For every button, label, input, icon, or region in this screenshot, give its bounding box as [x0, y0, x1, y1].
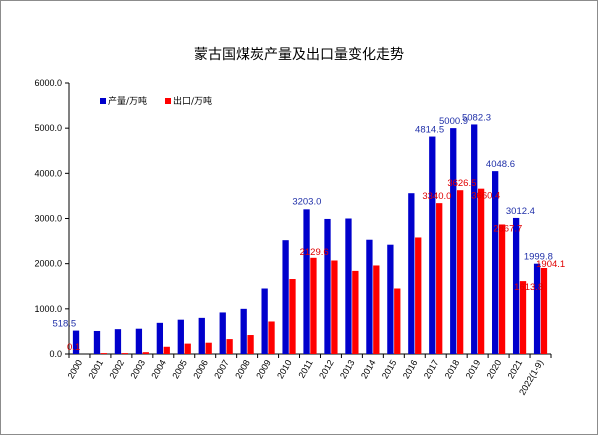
bar-export: [352, 270, 359, 354]
bar-production: [450, 128, 457, 354]
data-label-production: 5082.3: [462, 112, 491, 123]
bar-export: [121, 353, 128, 354]
bar-production: [303, 209, 310, 354]
bar-export: [477, 188, 485, 354]
y-tick-label: 6000.0: [34, 78, 62, 88]
bar-production: [512, 217, 520, 354]
data-label-export: 3626.5: [447, 178, 476, 189]
data-label-export: 0.1: [67, 342, 80, 353]
data-label-production: 4048.6: [486, 159, 515, 170]
bar-export: [373, 265, 380, 354]
bar-export: [226, 339, 233, 354]
bar-production: [219, 312, 226, 354]
bar-export: [540, 267, 548, 354]
bar-export: [310, 257, 317, 354]
y-tick-label: 2000.0: [34, 259, 62, 269]
bar-export: [415, 237, 422, 354]
bar-export: [247, 335, 254, 354]
data-label-export: 1613.8: [514, 282, 543, 293]
legend-label: 产量/万吨: [108, 95, 147, 107]
bar-export: [436, 203, 443, 354]
bar-production: [471, 124, 478, 354]
data-label-production: 518.5: [52, 319, 76, 330]
bar-production: [387, 244, 394, 354]
bar-export: [519, 281, 527, 354]
data-label-production: 3012.4: [506, 206, 535, 217]
bar-export: [331, 260, 338, 354]
bar-export: [268, 321, 275, 354]
bar-export: [184, 343, 191, 354]
data-label-production: 4814.5: [415, 125, 444, 136]
bar-export: [498, 224, 506, 354]
legend: 产量/万吨 出口/万吨: [100, 95, 212, 107]
data-label-export: 3340.0: [422, 191, 451, 202]
bar-production: [72, 330, 80, 354]
bar-production: [135, 328, 143, 354]
data-label-export: 1904.1: [536, 259, 565, 270]
bar-production: [93, 330, 101, 354]
y-tick-label: 4000.0: [34, 168, 62, 178]
data-label-export: 2867.7: [493, 223, 522, 234]
data-label-export: 3660.4: [471, 191, 500, 202]
bar-production: [114, 329, 122, 354]
data-label-production: 3203.0: [292, 196, 321, 207]
bar-export: [394, 288, 401, 354]
legend-swatch: [100, 98, 106, 104]
y-tick-label: 5000.0: [34, 123, 62, 133]
data-label-production: 1999.8: [524, 252, 553, 263]
bar-production: [282, 240, 289, 354]
bar-production: [429, 136, 436, 354]
bar-export: [100, 353, 108, 354]
bar-export: [205, 342, 212, 354]
bar-production: [240, 308, 247, 354]
bar-export: [163, 346, 170, 354]
data-label-production: 5000.9: [439, 116, 468, 127]
y-tick-label: 1000.0: [34, 304, 62, 314]
bar-production: [198, 317, 205, 354]
bar-production: [408, 193, 415, 354]
legend-label: 出口/万吨: [173, 95, 212, 107]
bar-production: [366, 239, 373, 354]
y-tick-label: 0.0: [49, 349, 62, 359]
bar-production: [177, 319, 184, 354]
bar-production: [492, 171, 499, 354]
bar-export: [456, 190, 464, 354]
y-tick-label: 3000.0: [34, 214, 62, 224]
bar-export: [289, 279, 296, 354]
bar-production: [156, 322, 164, 354]
bar-production: [345, 218, 352, 354]
bar-export: [142, 352, 149, 354]
legend-swatch: [165, 98, 171, 104]
bar-production: [324, 218, 331, 354]
bar-production: [533, 263, 541, 354]
bar-production: [261, 288, 268, 354]
data-label-export: 2129.6: [300, 247, 329, 258]
chart-title: 蒙古国煤炭产量及出口量变化走势: [194, 47, 404, 63]
bars: [72, 124, 548, 354]
